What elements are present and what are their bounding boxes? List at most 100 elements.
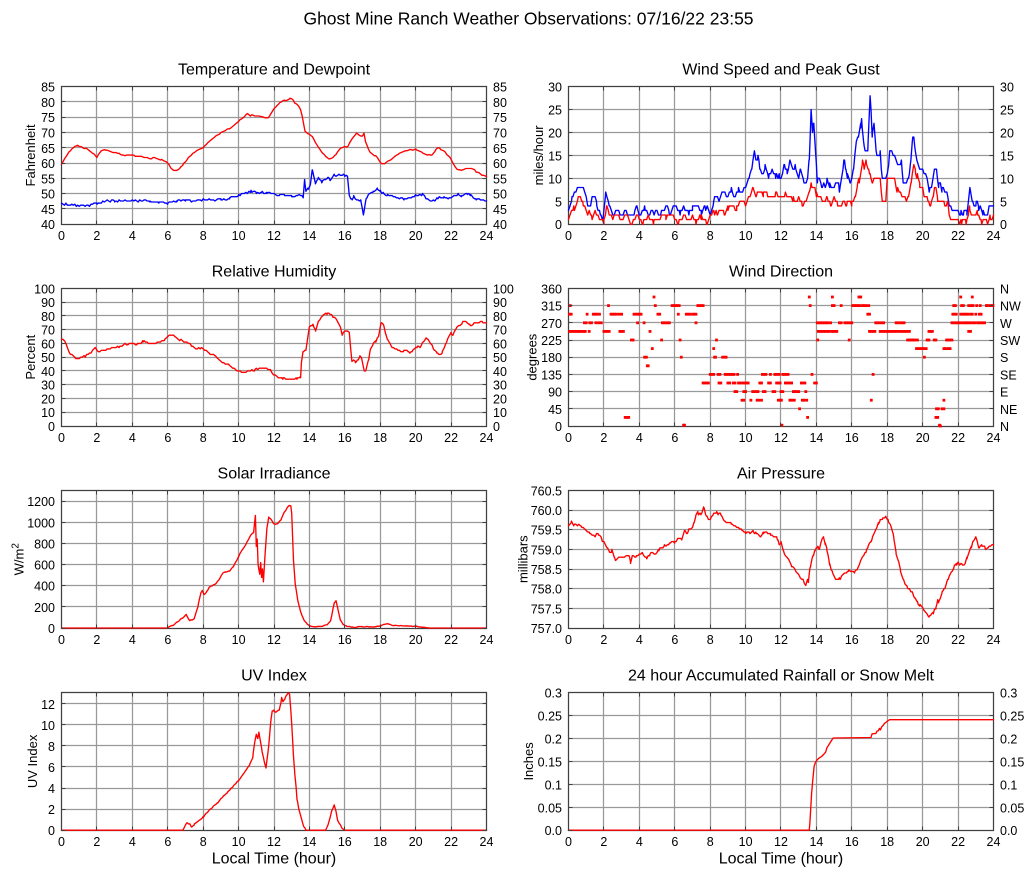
svg-text:20: 20 — [916, 431, 930, 445]
svg-text:W/m2: W/m2 — [11, 543, 27, 576]
svg-text:18: 18 — [880, 633, 894, 647]
svg-text:Fahrenheit: Fahrenheit — [23, 124, 38, 187]
svg-text:30: 30 — [493, 379, 507, 393]
svg-text:0: 0 — [58, 835, 65, 849]
svg-text:14: 14 — [302, 229, 316, 243]
svg-text:2: 2 — [93, 835, 100, 849]
svg-text:6: 6 — [164, 431, 171, 445]
svg-text:24: 24 — [987, 229, 1001, 243]
svg-text:Ghost Mine Ranch Weather Obser: Ghost Mine Ranch Weather Observations: 0… — [303, 8, 753, 28]
svg-text:2: 2 — [600, 835, 607, 849]
svg-text:16: 16 — [845, 431, 859, 445]
svg-text:5: 5 — [555, 195, 562, 209]
svg-text:2: 2 — [48, 803, 55, 817]
svg-text:50: 50 — [493, 188, 507, 202]
svg-text:5: 5 — [1000, 195, 1007, 209]
svg-text:8: 8 — [707, 229, 714, 243]
svg-text:18: 18 — [373, 633, 387, 647]
svg-text:55: 55 — [41, 172, 55, 186]
svg-text:55: 55 — [493, 172, 507, 186]
svg-text:SE: SE — [1000, 368, 1017, 382]
svg-text:60: 60 — [493, 157, 507, 171]
svg-text:6: 6 — [164, 835, 171, 849]
svg-text:22: 22 — [951, 633, 965, 647]
svg-text:Temperature and Dewpoint: Temperature and Dewpoint — [178, 62, 371, 79]
svg-text:12: 12 — [774, 835, 788, 849]
svg-text:0.0: 0.0 — [1000, 824, 1017, 838]
svg-text:20: 20 — [916, 229, 930, 243]
svg-text:0: 0 — [48, 622, 55, 636]
svg-text:4: 4 — [48, 782, 55, 796]
svg-text:20: 20 — [1000, 127, 1014, 141]
svg-text:0: 0 — [565, 229, 572, 243]
svg-text:10: 10 — [739, 229, 753, 243]
svg-text:0: 0 — [565, 431, 572, 445]
svg-text:Inches: Inches — [521, 742, 536, 781]
svg-text:10: 10 — [1000, 172, 1014, 186]
svg-text:18: 18 — [880, 835, 894, 849]
svg-text:757.5: 757.5 — [531, 602, 562, 616]
svg-text:80: 80 — [493, 96, 507, 110]
svg-text:70: 70 — [41, 127, 55, 141]
svg-text:8: 8 — [707, 633, 714, 647]
svg-text:60: 60 — [493, 337, 507, 351]
svg-text:6: 6 — [164, 633, 171, 647]
svg-text:18: 18 — [373, 229, 387, 243]
svg-text:0.25: 0.25 — [1000, 710, 1024, 724]
svg-text:10: 10 — [739, 835, 753, 849]
svg-text:0: 0 — [48, 420, 55, 434]
svg-text:24: 24 — [480, 633, 494, 647]
svg-text:0: 0 — [48, 824, 55, 838]
svg-text:0: 0 — [58, 229, 65, 243]
svg-text:15: 15 — [548, 149, 562, 163]
svg-text:225: 225 — [541, 334, 562, 348]
svg-text:14: 14 — [809, 431, 823, 445]
svg-text:NW: NW — [1000, 300, 1021, 314]
svg-text:Percent: Percent — [23, 334, 38, 379]
svg-text:14: 14 — [809, 633, 823, 647]
svg-text:200: 200 — [34, 601, 55, 615]
svg-text:20: 20 — [409, 633, 423, 647]
svg-text:20: 20 — [548, 127, 562, 141]
svg-text:100: 100 — [34, 282, 55, 296]
svg-text:8: 8 — [707, 431, 714, 445]
svg-text:0: 0 — [565, 835, 572, 849]
svg-text:0.2: 0.2 — [545, 733, 562, 747]
svg-text:12: 12 — [774, 431, 788, 445]
svg-text:20: 20 — [493, 393, 507, 407]
svg-text:1000: 1000 — [27, 516, 55, 530]
svg-text:UV Index: UV Index — [25, 734, 40, 788]
svg-text:12: 12 — [267, 431, 281, 445]
svg-text:70: 70 — [493, 127, 507, 141]
svg-text:85: 85 — [493, 81, 507, 95]
svg-text:0.0: 0.0 — [545, 824, 562, 838]
svg-text:12: 12 — [267, 229, 281, 243]
svg-text:degrees: degrees — [525, 333, 540, 380]
svg-text:22: 22 — [444, 229, 458, 243]
svg-text:4: 4 — [129, 633, 136, 647]
svg-text:20: 20 — [916, 835, 930, 849]
svg-text:16: 16 — [338, 229, 352, 243]
svg-text:1200: 1200 — [27, 495, 55, 509]
svg-text:600: 600 — [34, 559, 55, 573]
svg-text:N: N — [1000, 282, 1009, 296]
svg-text:22: 22 — [951, 835, 965, 849]
svg-text:80: 80 — [41, 96, 55, 110]
svg-text:0: 0 — [58, 633, 65, 647]
svg-text:16: 16 — [338, 835, 352, 849]
svg-text:10: 10 — [232, 229, 246, 243]
svg-text:60: 60 — [41, 337, 55, 351]
svg-text:16: 16 — [845, 835, 859, 849]
svg-text:0: 0 — [555, 420, 562, 434]
svg-text:70: 70 — [41, 324, 55, 338]
svg-text:270: 270 — [541, 317, 562, 331]
svg-text:2: 2 — [600, 633, 607, 647]
svg-text:W: W — [1000, 317, 1012, 331]
svg-text:0.2: 0.2 — [1000, 733, 1017, 747]
svg-text:6: 6 — [48, 761, 55, 775]
svg-text:Wind Direction: Wind Direction — [729, 263, 833, 280]
svg-text:E: E — [1000, 386, 1008, 400]
svg-text:80: 80 — [493, 310, 507, 324]
svg-text:12: 12 — [267, 633, 281, 647]
svg-text:0: 0 — [1000, 218, 1007, 232]
